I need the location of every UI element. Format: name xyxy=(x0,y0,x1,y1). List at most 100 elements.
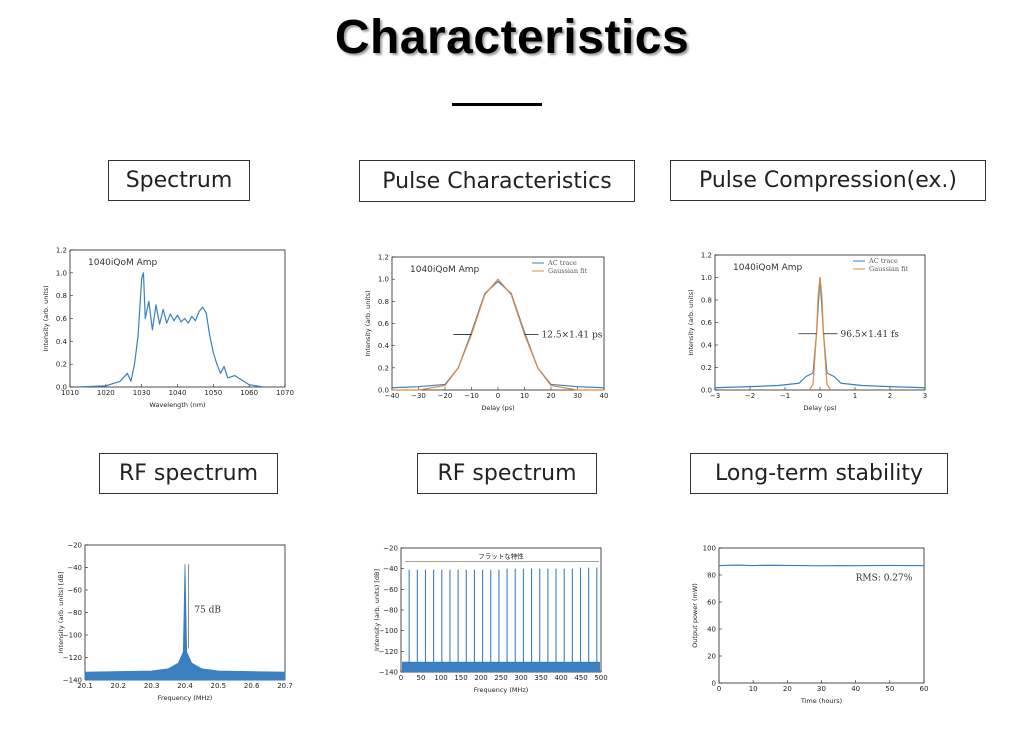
series-line xyxy=(718,564,924,567)
x-tick-label: 0 xyxy=(496,392,500,400)
y-tick-label: 0.2 xyxy=(378,364,389,372)
y-tick-label: −80 xyxy=(67,609,82,617)
x-tick-label: 100 xyxy=(434,674,447,682)
y-tick-label: 80 xyxy=(707,572,716,580)
y-tick-label: 0.6 xyxy=(378,320,390,328)
label-rf-spectrum-1: RF spectrum xyxy=(99,453,278,494)
x-tick-label: −10 xyxy=(464,392,479,400)
noise-floor xyxy=(402,661,600,672)
y-tick-label: 0.0 xyxy=(378,387,389,395)
y-tick-label: 1.2 xyxy=(378,254,389,262)
x-tick-label: 20 xyxy=(783,685,792,693)
legend-label: Gaussian fit xyxy=(548,267,587,275)
pulse-compression-chart: −3 −2 −1 0 1 2 3 0.0 0.2 0.4 0.6 0.8 1.0 1.2 Delay (ps… xyxy=(687,252,927,413)
y-tick-label: −140 xyxy=(63,677,82,685)
plot-frame xyxy=(718,547,925,684)
x-tick-label: 20.3 xyxy=(144,682,160,690)
y-tick-label: 0.8 xyxy=(378,298,389,306)
y-tick-label: 0.4 xyxy=(378,342,390,350)
series-line xyxy=(391,280,605,389)
x-tick-label: −2 xyxy=(745,392,755,400)
x-axis-label: Time (hours) xyxy=(800,697,842,705)
x-tick-label: 10 xyxy=(749,685,758,693)
x-tick-label: 20.6 xyxy=(244,682,260,690)
rf-spectrum-chart-wide: 0 50 100 150 200 250 300 350 400 450 500 −20 −40 −60 −… xyxy=(373,545,608,695)
y-tick-label: 0.0 xyxy=(701,387,712,395)
page-title: Characteristics xyxy=(334,11,690,64)
y-tick-label: −20 xyxy=(67,542,82,550)
label-rf-spectrum-2: RF spectrum xyxy=(417,453,597,494)
y-tick-label: 0 xyxy=(712,680,716,688)
dynamic-range-label: 75 dB xyxy=(194,606,221,616)
x-tick-label: 30 xyxy=(573,392,582,400)
y-axis-label: Intensity (arb. units) [dB] xyxy=(57,571,65,653)
x-tick-label: 1020 xyxy=(97,389,115,397)
fwhm-label: 12.5×1.41 ps xyxy=(542,331,603,341)
x-tick-label: 150 xyxy=(454,674,467,682)
x-tick-label: 1050 xyxy=(204,389,222,397)
y-tick-label: 1.2 xyxy=(701,252,712,260)
legend-label: AC trace xyxy=(547,259,577,267)
chart-annotation: 1040iQoM Amp xyxy=(88,258,158,268)
title-underline xyxy=(452,103,542,106)
y-tick-label: 1.0 xyxy=(56,269,67,277)
y-tick-label: 40 xyxy=(707,626,716,634)
x-axis-label: Delay (ps) xyxy=(481,404,514,412)
y-axis-label: Intensity (arb. units) [dB] xyxy=(373,569,381,651)
x-tick-label: 250 xyxy=(494,674,507,682)
y-tick-label: −120 xyxy=(63,654,82,662)
label-spectrum: Spectrum xyxy=(108,160,250,201)
fwhm-label: 96.5×1.41 fs xyxy=(841,330,900,340)
x-tick-label: 20.4 xyxy=(177,682,193,690)
x-axis-label: Frequency (MHz) xyxy=(158,694,213,702)
y-tick-label: 0.4 xyxy=(701,342,713,350)
series-line xyxy=(392,278,604,391)
y-tick-label: −60 xyxy=(67,587,82,595)
y-tick-label: 0.4 xyxy=(56,338,68,346)
x-tick-label: 10 xyxy=(520,392,529,400)
x-tick-label: 1 xyxy=(853,392,857,400)
x-tick-label: 3 xyxy=(923,392,927,400)
x-tick-label: −40 xyxy=(385,392,400,400)
x-tick-label: 40 xyxy=(600,392,609,400)
x-tick-label: 40 xyxy=(851,685,860,693)
y-tick-label: 0.6 xyxy=(701,319,713,327)
x-tick-label: 1060 xyxy=(240,389,258,397)
y-tick-label: 0.0 xyxy=(56,384,67,392)
x-tick-label: 30 xyxy=(817,685,826,693)
y-axis-label: Intensity (arb. units) xyxy=(42,285,50,351)
y-tick-label: 1.0 xyxy=(701,274,712,282)
x-tick-label: 0 xyxy=(399,674,403,682)
chart-annotation: 1040iQoM Amp xyxy=(733,263,803,273)
series-line xyxy=(77,272,264,388)
y-tick-label: 0.6 xyxy=(56,315,68,323)
label-long-term-stability: Long-term stability xyxy=(690,453,948,494)
y-tick-label: 100 xyxy=(703,545,716,553)
x-tick-label: 200 xyxy=(474,674,487,682)
y-tick-label: 0.8 xyxy=(701,297,712,305)
y-axis-label: Intensity (arb. units) xyxy=(687,289,695,355)
x-tick-label: −3 xyxy=(710,392,720,400)
y-tick-label: −140 xyxy=(379,669,398,677)
x-tick-label: 450 xyxy=(574,674,587,682)
x-tick-label: 50 xyxy=(885,685,894,693)
flatness-label: フラットな特性 xyxy=(478,551,524,560)
legend-label: AC trace xyxy=(868,257,898,265)
y-tick-label: 1.0 xyxy=(378,276,389,284)
series-line xyxy=(808,276,832,391)
x-tick-label: 2 xyxy=(888,392,892,400)
x-tick-label: 500 xyxy=(594,674,607,682)
x-tick-label: 20.5 xyxy=(211,682,227,690)
series-area xyxy=(84,564,286,681)
y-tick-label: 0.2 xyxy=(56,361,67,369)
x-tick-label: 60 xyxy=(920,685,929,693)
y-tick-label: −40 xyxy=(67,564,82,572)
x-axis-label: Wavelength (nm) xyxy=(149,401,205,409)
y-tick-label: −80 xyxy=(383,607,398,615)
x-tick-label: 1010 xyxy=(61,389,79,397)
x-tick-label: 20.1 xyxy=(77,682,93,690)
x-tick-label: 1070 xyxy=(276,389,294,397)
x-tick-label: 1040 xyxy=(169,389,187,397)
chart-annotation: 1040iQoM Amp xyxy=(410,265,480,275)
pulse-characteristics-chart: −40 −30 −20 −10 0 10 20 30 40 0.0 0.2 0.4 0.6 0.8 1.0 1… xyxy=(364,254,609,413)
